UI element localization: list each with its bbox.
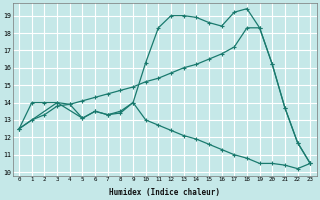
X-axis label: Humidex (Indice chaleur): Humidex (Indice chaleur)	[109, 188, 220, 197]
